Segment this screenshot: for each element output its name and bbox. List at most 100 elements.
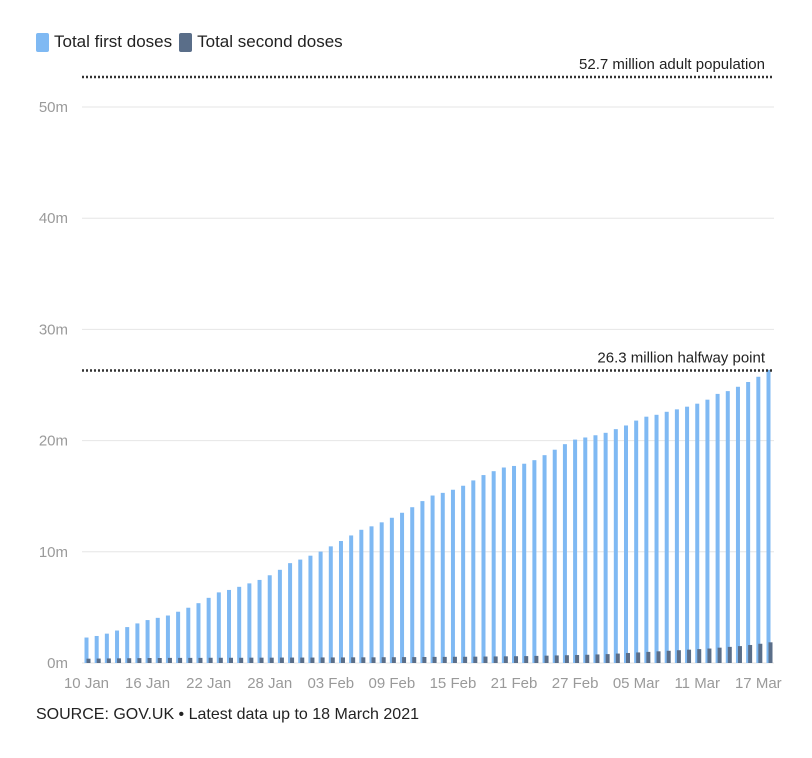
x-tick-label: 21 Feb (491, 675, 538, 692)
x-tick-label: 27 Feb (552, 675, 599, 692)
bar-first-dose (349, 535, 354, 663)
bar-first-dose (623, 425, 628, 663)
y-tick-label: 10m (39, 544, 68, 561)
bar-second-dose (229, 657, 234, 663)
bar-second-dose (442, 656, 447, 663)
bar-second-dose (96, 658, 101, 663)
bar-first-dose (206, 597, 211, 663)
bar-second-dose (320, 657, 325, 663)
bar-second-dose (514, 656, 519, 663)
bar-second-dose (554, 655, 559, 663)
y-tick-label: 0m (47, 655, 68, 672)
bar-first-dose (338, 541, 343, 663)
bar-first-dose (766, 369, 771, 663)
bar-first-dose (461, 485, 466, 663)
bar-second-dose (473, 656, 478, 663)
legend-item-second-doses: Total second doses (179, 32, 343, 52)
bar-second-dose (687, 649, 692, 663)
bar-first-dose (674, 409, 679, 663)
bar-second-dose (585, 654, 590, 663)
bar-second-dose (117, 658, 122, 663)
bar-first-dose (247, 583, 252, 663)
x-tick-label: 03 Feb (307, 675, 354, 692)
bar-second-dose (218, 657, 223, 663)
bar-first-dose (94, 635, 99, 663)
bar-second-dose (239, 657, 244, 663)
bar-first-dose (603, 432, 608, 663)
bar-second-dose (351, 657, 356, 663)
bar-first-dose (634, 420, 639, 663)
bar-second-dose (503, 656, 508, 663)
bar-first-dose (267, 575, 272, 663)
bar-first-dose (593, 435, 598, 663)
bar-first-dose (685, 406, 690, 663)
bar-second-dose (544, 655, 549, 663)
bar-second-dose (402, 657, 407, 663)
bar-second-dose (452, 656, 457, 663)
bar-second-dose (636, 652, 641, 663)
y-tick-label: 50m (39, 99, 68, 116)
bar-first-dose (644, 416, 649, 663)
bar-first-dose (145, 620, 150, 663)
reference-line-label: 26.3 million halfway point (597, 350, 765, 367)
x-tick-label: 11 Mar (674, 675, 720, 692)
bar-second-dose (290, 657, 295, 663)
bar-first-dose (725, 391, 730, 663)
bar-first-dose (471, 480, 476, 663)
bar-second-dose (595, 654, 600, 663)
bar-first-dose (257, 579, 262, 663)
bar-second-dose (208, 657, 213, 663)
bar-first-dose (654, 414, 659, 663)
bar-second-dose (534, 655, 539, 663)
bar-first-dose (420, 501, 425, 663)
bar-first-dose (176, 611, 181, 663)
x-tick-label: 09 Feb (369, 675, 416, 692)
bar-first-dose (542, 455, 547, 663)
second-doses-swatch (179, 32, 193, 52)
chart-legend: Total first doses Total second doses (36, 32, 350, 52)
bar-first-dose (705, 399, 710, 663)
bar-second-dose (605, 654, 610, 663)
bar-first-dose (746, 381, 751, 663)
bar-second-dose (188, 657, 193, 663)
bar-first-dose (318, 551, 323, 663)
bar-first-dose (308, 555, 313, 663)
legend-item-first-doses: Total first doses (36, 32, 172, 52)
legend-label-first-doses: Total first doses (54, 32, 173, 51)
bar-second-dose (310, 657, 315, 663)
bar-first-dose (715, 393, 720, 663)
bar-first-dose (369, 526, 374, 663)
bar-second-dose (371, 657, 376, 663)
bar-second-dose (340, 657, 345, 663)
bar-second-dose (86, 658, 91, 663)
bar-second-dose (656, 651, 661, 663)
bar-first-dose (196, 603, 201, 663)
bar-second-dose (524, 656, 529, 663)
bar-first-dose (562, 444, 567, 663)
bar-second-dose (575, 654, 580, 663)
y-tick-label: 40m (39, 210, 68, 227)
bar-second-dose (178, 657, 183, 663)
y-tick-label: 30m (39, 321, 68, 338)
bar-first-dose (298, 559, 303, 663)
x-tick-label: 05 Mar (613, 675, 660, 692)
bar-second-dose (412, 657, 417, 663)
bar-first-dose (104, 633, 109, 663)
bar-first-dose (389, 517, 394, 663)
bar-first-dose (400, 512, 405, 663)
bar-first-dose (491, 471, 496, 663)
vaccination-bar-chart: 0m 10m 20m 30m 40m 50m 52.7 million adult popu… (39, 56, 782, 692)
bar-second-dose (167, 657, 172, 663)
bar-second-dose (697, 649, 702, 663)
bar-first-dose (532, 460, 537, 663)
x-tick-label: 28 Jan (247, 675, 292, 692)
bar-first-dose (328, 546, 333, 663)
bar-second-dose (483, 656, 488, 663)
reference-line-label: 52.7 million adult population (579, 56, 765, 73)
x-tick-label: 16 Jan (125, 675, 170, 692)
bar-second-dose (259, 657, 264, 663)
bar-second-dose (432, 656, 437, 663)
bar-second-dose (758, 643, 763, 663)
bar-second-dose (707, 648, 712, 663)
bar-second-dose (717, 647, 722, 663)
